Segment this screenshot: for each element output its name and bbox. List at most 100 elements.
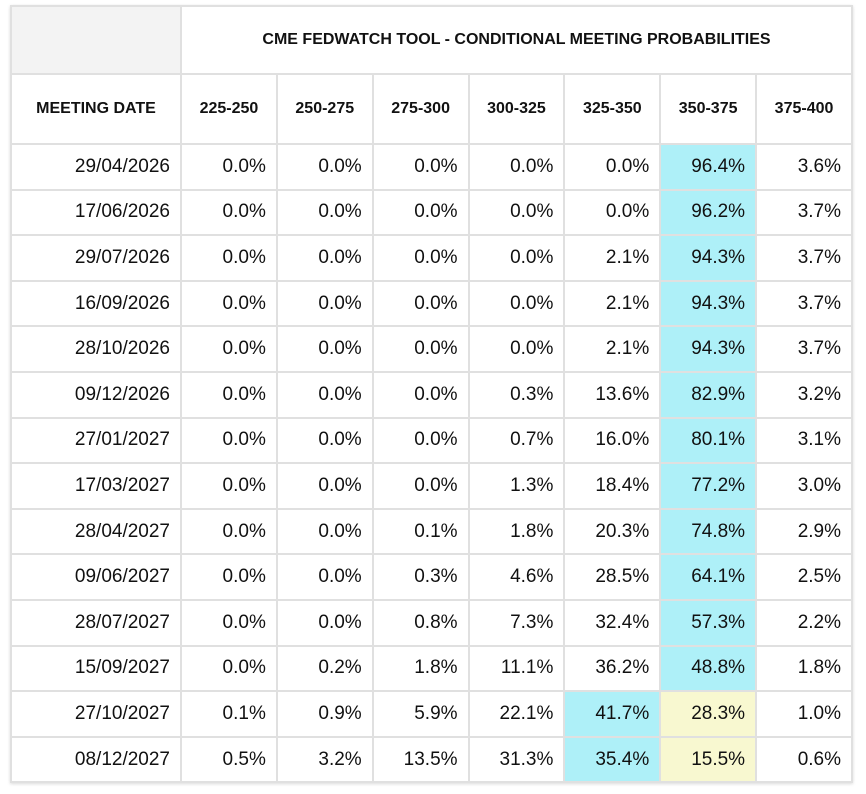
probability-cell: 5.9% [371, 690, 470, 738]
probability-cell: 0.6% [755, 735, 853, 784]
probability-table: CME FEDWATCH TOOL - CONDITIONAL MEETING … [10, 5, 853, 784]
probability-cell: 0.0% [275, 279, 374, 328]
data-row: 09/06/2027 0.0% 0.0% 0.3% 4.6% 28.5% 64.1% 2.5% [10, 553, 853, 601]
probability-cell: 0.0% [275, 370, 374, 419]
meeting-date: 29/07/2026 [10, 234, 182, 282]
probability-cell: 0.0% [275, 416, 374, 465]
probability-cell: 0.2% [275, 644, 374, 693]
probability-cell: 3.0% [755, 462, 853, 510]
data-row: 29/04/2026 0.0% 0.0% 0.0% 0.0% 0.0% 96.4% 3.6% [10, 143, 853, 191]
probability-cell: 13.6% [563, 370, 662, 419]
probability-cell: 16.0% [563, 416, 662, 465]
probability-cell: 15.5% [659, 735, 758, 784]
meeting-date: 08/12/2027 [10, 735, 182, 784]
data-row: 17/06/2026 0.0% 0.0% 0.0% 0.0% 0.0% 96.2% 3.7% [10, 188, 853, 237]
probability-cell: 74.8% [659, 507, 758, 556]
probability-cell: 94.3% [659, 325, 758, 373]
probability-cell: 0.9% [275, 690, 374, 738]
meeting-date: 28/07/2027 [10, 598, 182, 647]
probability-cell: 20.3% [563, 507, 662, 556]
probability-cell: 1.0% [755, 690, 853, 738]
probability-cell: 0.0% [180, 462, 278, 510]
probability-cell: 0.0% [371, 143, 470, 191]
probability-cell: 0.8% [371, 598, 470, 647]
meeting-date: 27/01/2027 [10, 416, 182, 465]
probability-cell: 0.0% [275, 188, 374, 237]
header-row: MEETING DATE 225-250 250-275 275-300 300-325… [10, 73, 853, 145]
probability-cell: 32.4% [563, 598, 662, 647]
probability-cell: 48.8% [659, 644, 758, 693]
probability-cell: 0.0% [180, 370, 278, 419]
probability-cell: 3.7% [755, 279, 853, 328]
date-header: MEETING DATE [10, 73, 182, 145]
probability-cell: 94.3% [659, 279, 758, 328]
meeting-date: 09/12/2026 [10, 370, 182, 419]
probability-cell: 0.0% [371, 325, 470, 373]
rate-header: 225-250 [180, 73, 278, 145]
probability-cell: 0.0% [371, 188, 470, 237]
rate-header: 375-400 [755, 73, 853, 145]
probability-cell: 0.0% [371, 279, 470, 328]
probability-cell: 0.3% [371, 553, 470, 601]
probability-cell: 0.0% [180, 507, 278, 556]
probability-cell: 41.7% [563, 690, 662, 738]
probability-cell: 11.1% [467, 644, 566, 693]
probability-cell: 36.2% [563, 644, 662, 693]
probability-cell: 0.0% [180, 143, 278, 191]
probability-cell: 18.4% [563, 462, 662, 510]
probability-cell: 0.0% [275, 553, 374, 601]
probability-cell: 2.5% [755, 553, 853, 601]
data-row: 28/07/2027 0.0% 0.0% 0.8% 7.3% 32.4% 57.3% 2.2% [10, 598, 853, 647]
probability-cell: 3.2% [275, 735, 374, 784]
probability-cell: 0.0% [275, 462, 374, 510]
probability-cell: 0.0% [563, 188, 662, 237]
probability-cell: 0.0% [275, 143, 374, 191]
meeting-date: 17/03/2027 [10, 462, 182, 510]
probability-cell: 0.0% [467, 188, 566, 237]
probability-cell: 1.8% [371, 644, 470, 693]
data-row: 17/03/2027 0.0% 0.0% 0.0% 1.3% 18.4% 77.2% 3.0% [10, 462, 853, 510]
table-title: CME FEDWATCH TOOL - CONDITIONAL MEETING … [180, 5, 853, 75]
meeting-date: 29/04/2026 [10, 143, 182, 191]
data-row: 28/10/2026 0.0% 0.0% 0.0% 0.0% 2.1% 94.3% 3.7% [10, 325, 853, 373]
probability-cell: 0.0% [275, 507, 374, 556]
probability-cell: 94.3% [659, 234, 758, 282]
probability-cell: 0.0% [467, 279, 566, 328]
probability-cell: 80.1% [659, 416, 758, 465]
probability-cell: 0.0% [180, 644, 278, 693]
corner-cell [10, 5, 182, 75]
data-row: 09/12/2026 0.0% 0.0% 0.0% 0.3% 13.6% 82.9% 3.2% [10, 370, 853, 419]
probability-cell: 13.5% [371, 735, 470, 784]
probability-cell: 2.2% [755, 598, 853, 647]
probability-cell: 3.7% [755, 188, 853, 237]
probability-cell: 31.3% [467, 735, 566, 784]
probability-cell: 4.6% [467, 553, 566, 601]
probability-cell: 35.4% [563, 735, 662, 784]
rate-header: 325-350 [563, 73, 662, 145]
probability-cell: 3.7% [755, 325, 853, 373]
meeting-date: 16/09/2026 [10, 279, 182, 328]
meeting-date: 27/10/2027 [10, 690, 182, 738]
probability-cell: 0.0% [563, 143, 662, 191]
data-row: 15/09/2027 0.0% 0.2% 1.8% 11.1% 36.2% 48.8% 1.8… [10, 644, 853, 693]
probability-cell: 2.1% [563, 325, 662, 373]
meeting-date: 28/10/2026 [10, 325, 182, 373]
probability-cell: 0.0% [371, 370, 470, 419]
probability-cell: 0.1% [180, 690, 278, 738]
probability-cell: 0.0% [180, 279, 278, 328]
probability-cell: 0.0% [275, 598, 374, 647]
title-row: CME FEDWATCH TOOL - CONDITIONAL MEETING … [10, 5, 853, 75]
meeting-date: 15/09/2027 [10, 644, 182, 693]
probability-cell: 7.3% [467, 598, 566, 647]
rate-header: 250-275 [275, 73, 374, 145]
probability-cell: 28.3% [659, 690, 758, 738]
probability-cell: 1.3% [467, 462, 566, 510]
probability-cell: 0.0% [371, 416, 470, 465]
probability-cell: 0.0% [180, 234, 278, 282]
rate-header: 300-325 [467, 73, 566, 145]
probability-cell: 82.9% [659, 370, 758, 419]
data-row: 27/10/2027 0.1% 0.9% 5.9% 22.1% 41.7% 28.3% 1.0… [10, 690, 853, 738]
probability-cell: 28.5% [563, 553, 662, 601]
probability-cell: 3.7% [755, 234, 853, 282]
probability-cell: 0.0% [275, 325, 374, 373]
